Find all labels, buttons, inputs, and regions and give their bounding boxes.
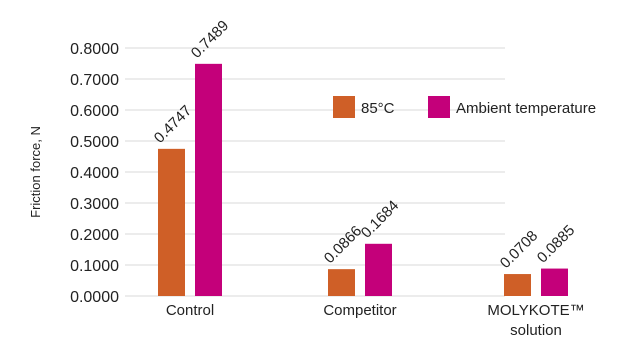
y-tick-label: 0.5000 — [70, 134, 119, 151]
y-tick-label: 0.8000 — [70, 41, 119, 58]
y-tick-label: 0.2000 — [70, 227, 119, 244]
legend-swatch — [428, 96, 450, 118]
data-label: 0.1684 — [358, 197, 402, 241]
legend-label: 85°C — [361, 100, 395, 117]
legend: 85°C Ambient temperature — [333, 96, 596, 118]
bar — [504, 274, 531, 296]
data-label: 0.4747 — [151, 102, 195, 146]
bars — [158, 63, 568, 296]
data-label: 0.0885 — [534, 222, 578, 266]
y-tick-label: 0.1000 — [70, 258, 119, 275]
legend-swatch — [333, 96, 355, 118]
bar — [541, 268, 568, 296]
y-axis-ticks: 0.0000 0.1000 0.2000 0.3000 0.4000 0.5000 0.60… — [70, 41, 119, 306]
gridlines — [125, 47, 505, 297]
bar — [195, 63, 222, 296]
x-axis-categories: Control Competitor MOLYKOTE™ solution — [166, 302, 585, 339]
y-tick-label: 0.6000 — [70, 103, 119, 120]
bar — [328, 269, 355, 296]
y-tick-label: 0.0000 — [70, 289, 119, 306]
y-axis-title: Friction force, N — [28, 126, 43, 218]
bar — [158, 148, 185, 296]
legend-label: Ambient temperature — [456, 100, 596, 117]
y-tick-label: 0.7000 — [70, 72, 119, 89]
bar — [365, 243, 392, 296]
y-tick-label: 0.4000 — [70, 165, 119, 182]
data-label: 0.7489 — [188, 17, 232, 61]
y-tick-label: 0.3000 — [70, 196, 119, 213]
x-category-label: MOLYKOTE™ solution — [487, 302, 584, 339]
x-category-label: Control — [166, 302, 214, 319]
x-category-label: Competitor — [323, 302, 396, 319]
